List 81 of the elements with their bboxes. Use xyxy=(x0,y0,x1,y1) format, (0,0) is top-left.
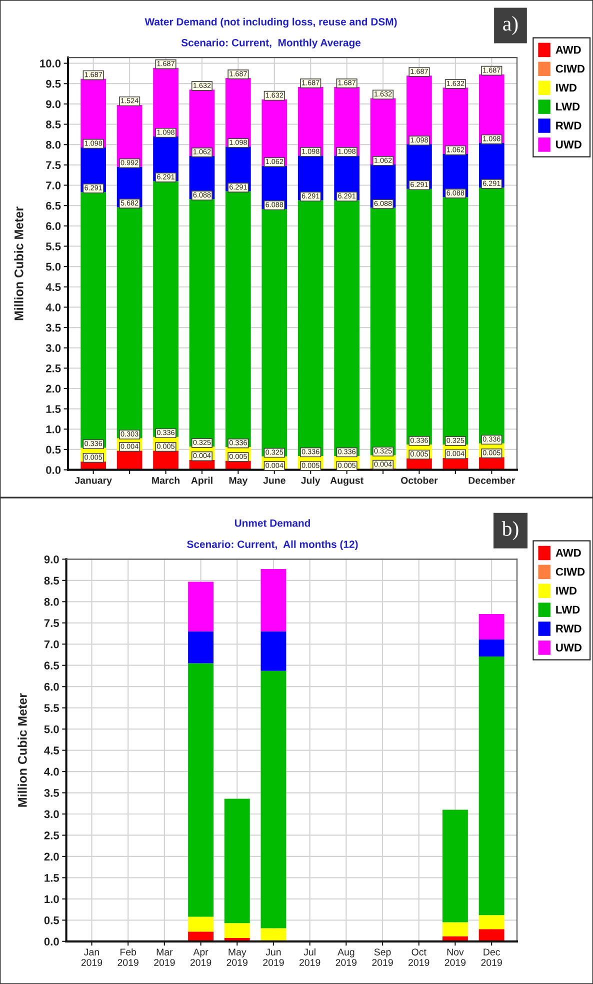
chart-subtitle: Scenario: Current, All months (12) xyxy=(187,540,358,550)
x-tick-label: May xyxy=(229,477,248,486)
y-tick-label: 7.0 xyxy=(46,182,61,190)
text: b) xyxy=(502,521,518,540)
y-tick-label: 6.0 xyxy=(46,222,61,230)
x-tick-label: Mar 2019 xyxy=(154,948,175,966)
y-tick-label: 2.0 xyxy=(46,384,61,393)
y-tick-label: 8.0 xyxy=(44,598,59,606)
y-tick-label: 7.0 xyxy=(44,640,59,648)
y-tick-label: 9.0 xyxy=(44,555,59,564)
x-tick-label: June xyxy=(263,477,286,484)
legend-label: UWD xyxy=(556,644,582,652)
y-tick-label: 6.5 xyxy=(44,662,60,670)
x-tick-label: December xyxy=(468,476,516,484)
x-tick-label: Oct 2019 xyxy=(408,948,430,966)
x-tick-label: March xyxy=(152,476,180,484)
x-tick-label: Dec 2019 xyxy=(481,948,502,966)
x-tick-label: Jun 2019 xyxy=(263,948,284,966)
legend-label: LWD xyxy=(556,102,580,110)
y-tick-label: 0.5 xyxy=(44,916,60,924)
y-tick-label: 4.5 xyxy=(46,283,61,292)
y-tick-label: 6.5 xyxy=(46,202,61,210)
x-tick-label: Jul 2019 xyxy=(300,948,320,966)
x-tick-label: April xyxy=(191,476,212,486)
y-tick-label: 3.0 xyxy=(46,344,61,352)
y-tick-label: 1.0 xyxy=(46,425,61,434)
x-tick-label: Feb 2019 xyxy=(118,948,138,966)
y-tick-label: 1.5 xyxy=(46,405,61,413)
x-tick-label: January xyxy=(74,477,112,486)
y-tick-label: 3.5 xyxy=(44,789,60,797)
y-tick-label: 4.0 xyxy=(46,303,61,312)
y-tick-label: 1.5 xyxy=(44,874,60,882)
chart-subtitle: Scenario: Current, Monthly Average xyxy=(181,38,361,48)
chart-title: Unmet Demand xyxy=(234,519,310,527)
x-tick-label: Aug 2019 xyxy=(336,948,357,966)
y-tick-label: 0.0 xyxy=(46,466,61,474)
legend-label: RWD xyxy=(556,122,582,130)
y-tick-label: 3.5 xyxy=(46,324,61,332)
chart-title: Water Demand (not including loss, reuse and DSM) xyxy=(144,18,397,28)
y-tick-label: 7.5 xyxy=(46,161,61,170)
legend-label: IWD xyxy=(556,84,577,92)
y-tick-label: 5.0 xyxy=(46,262,61,271)
y-tick-label: 5.5 xyxy=(46,242,61,250)
y-tick-label: 2.5 xyxy=(46,364,61,372)
y-tick-label: 3.0 xyxy=(44,810,59,818)
y-tick-label: 2.0 xyxy=(44,852,59,861)
y-tick-label: 0.0 xyxy=(44,938,59,946)
y-tick-label: 5.5 xyxy=(44,704,60,712)
legend-label: RWD xyxy=(556,624,582,632)
x-tick-label: Nov 2019 xyxy=(444,948,466,966)
legend-label: CIWD xyxy=(556,568,585,576)
x-tick-label: Jan 2019 xyxy=(81,948,102,966)
y-tick-label: 8.5 xyxy=(44,576,60,585)
text: a) xyxy=(503,16,518,35)
legend-label: UWD xyxy=(556,140,582,148)
y-tick-label: 1.0 xyxy=(44,895,59,904)
y-tick-label: 5.0 xyxy=(44,725,59,734)
y-tick-label: 4.0 xyxy=(44,768,59,776)
y-tick-label: 9.0 xyxy=(46,100,61,108)
x-tick-label: August xyxy=(330,477,364,486)
y-tick-label: 0.5 xyxy=(46,446,61,454)
y-tick-label: 4.5 xyxy=(44,746,60,754)
y-tick-label: 8.5 xyxy=(46,120,61,128)
legend-label: LWD xyxy=(556,606,580,614)
legend-label: IWD xyxy=(556,586,577,595)
y-tick-label: 10.0 xyxy=(40,60,61,68)
y-tick-label: 8.0 xyxy=(46,140,61,149)
legend-label: AWD xyxy=(556,46,581,54)
x-tick-label: Apr 2019 xyxy=(190,948,212,966)
y-tick-label: 9.5 xyxy=(46,80,61,88)
y-tick-label: 2.5 xyxy=(44,832,60,840)
y-tick-label: 7.5 xyxy=(44,619,60,628)
x-tick-label: October xyxy=(400,476,438,484)
legend-label: AWD xyxy=(556,548,581,557)
y-axis-title: Million Cubic Meter xyxy=(14,206,24,320)
y-tick-label: 6.0 xyxy=(44,682,59,691)
y-axis-title: Million Cubic Meter xyxy=(18,693,27,807)
x-tick-label: May 2019 xyxy=(226,948,248,966)
x-tick-label: Sep 2019 xyxy=(372,948,393,966)
x-tick-label: July xyxy=(301,476,320,486)
legend-label: CIWD xyxy=(556,64,585,73)
